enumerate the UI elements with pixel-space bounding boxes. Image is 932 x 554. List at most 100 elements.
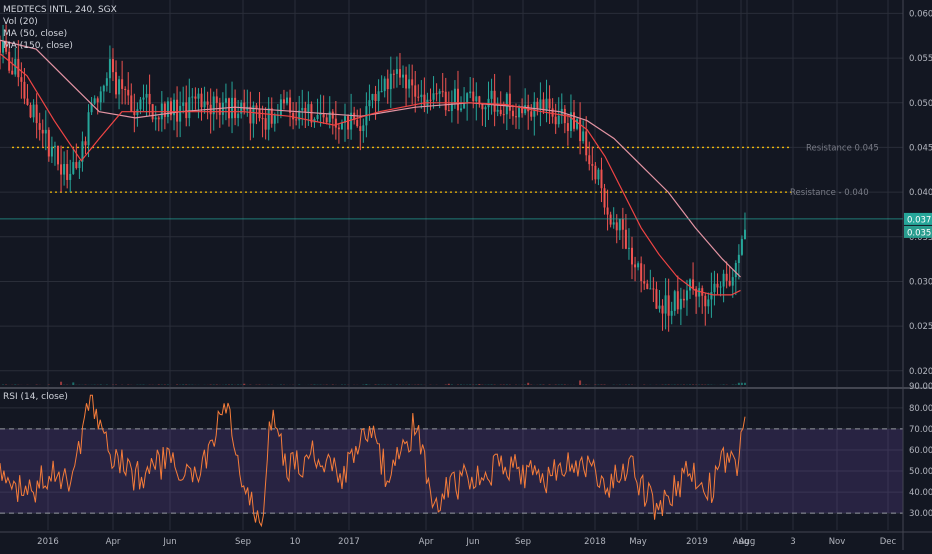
candle-body	[133, 112, 135, 115]
candle-body	[197, 94, 199, 99]
time-tick-label: 2016	[37, 537, 59, 547]
candle-body	[588, 155, 590, 164]
candle-body	[60, 164, 62, 174]
candle-body	[295, 119, 297, 120]
candle-body	[249, 107, 251, 124]
candle-body	[338, 128, 340, 130]
volume-bar	[478, 384, 480, 385]
candle-body	[237, 114, 239, 118]
candle-body	[45, 130, 47, 134]
candle-body	[84, 141, 86, 145]
candle-body	[368, 100, 370, 106]
candle-body	[637, 263, 639, 267]
time-tick-label: 3	[790, 537, 795, 547]
candle-body	[103, 86, 105, 92]
candle-body	[445, 92, 447, 110]
candle-body	[11, 71, 13, 75]
rsi-tick-label: 70.00	[909, 425, 932, 435]
candle-body	[194, 97, 196, 99]
candle-body	[558, 116, 560, 124]
candle-body	[347, 116, 349, 129]
price-tick-label: 0.045	[909, 143, 932, 153]
candle-body	[243, 103, 245, 111]
candle-body	[454, 89, 456, 103]
candle-body	[442, 91, 444, 92]
candle-body	[692, 279, 694, 288]
candle-body	[231, 98, 233, 118]
candle-body	[216, 96, 218, 102]
candle-body	[585, 131, 587, 155]
candle-body	[130, 95, 132, 111]
price-tick-label: 0.060	[909, 9, 932, 19]
candle-body	[530, 111, 532, 116]
candle-body	[463, 103, 465, 108]
candle-body	[42, 130, 44, 134]
time-tick-label: Jun	[465, 537, 479, 547]
candle-body	[567, 123, 569, 131]
candle-body	[149, 94, 151, 104]
candle-body	[457, 89, 459, 111]
candle-body	[677, 291, 679, 309]
candle-body	[317, 115, 319, 119]
chart-title: MEDTECS INTL, 240, SGX	[3, 5, 117, 15]
candle-body	[735, 263, 737, 277]
candle-body	[30, 105, 32, 117]
candle-body	[182, 102, 184, 105]
candle-body	[283, 99, 285, 103]
candle-body	[265, 118, 267, 130]
price-tick-label: 0.025	[909, 322, 932, 332]
candle-body	[655, 289, 657, 309]
candle-body	[326, 117, 328, 122]
time-tick-label: 2017	[338, 537, 360, 547]
time-tick-label: 10	[290, 537, 301, 547]
candle-body	[402, 75, 404, 78]
candle-body	[57, 146, 59, 165]
candle-body	[518, 108, 520, 118]
candle-body	[396, 69, 398, 74]
candle-body	[478, 96, 480, 103]
candle-body	[139, 100, 141, 110]
candle-body	[619, 219, 621, 231]
candle-body	[0, 40, 1, 53]
candle-body	[97, 98, 99, 102]
candle-body	[622, 219, 624, 230]
price-tick-label: 0.020	[909, 367, 932, 377]
candle-body	[381, 91, 383, 92]
candle-body	[384, 79, 386, 91]
candle-body	[75, 162, 77, 168]
candle-body	[48, 130, 50, 157]
candle-body	[668, 295, 670, 315]
indicator-ma50: MA (50, close)	[3, 29, 67, 39]
candle-body	[662, 306, 664, 314]
candle-body	[671, 311, 673, 316]
candle-body	[509, 94, 511, 111]
candle-body	[491, 91, 493, 99]
resistance-label: Resistance - 0.040	[790, 188, 869, 198]
candle-body	[378, 91, 380, 101]
candle-body	[164, 104, 166, 117]
candle-body	[51, 147, 53, 157]
candle-body	[387, 79, 389, 89]
candle-body	[121, 79, 123, 89]
candle-body	[698, 288, 700, 296]
candle-body	[158, 118, 160, 120]
volume-axis-label: 90.00	[909, 382, 932, 392]
ma-price-label: 0.035	[907, 228, 931, 238]
candle-body	[405, 75, 407, 89]
candle-body	[109, 59, 111, 78]
candle-body	[600, 170, 602, 189]
candle-body	[683, 299, 685, 301]
candle-body	[524, 105, 526, 113]
candle-body	[494, 91, 496, 112]
candle-body	[118, 79, 120, 94]
candle-body	[106, 78, 108, 86]
candle-body	[634, 264, 636, 267]
candle-body	[433, 93, 435, 100]
candle-body	[628, 248, 630, 249]
candle-body	[539, 99, 541, 109]
candle-body	[155, 118, 157, 120]
candle-body	[594, 166, 596, 180]
candle-body	[20, 77, 22, 82]
time-tick-label: May	[629, 537, 647, 547]
